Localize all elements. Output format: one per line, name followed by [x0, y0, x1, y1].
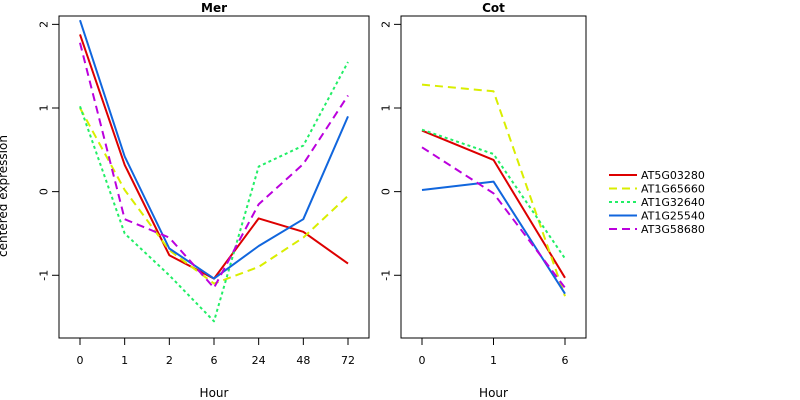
- y-tick-label: 1: [38, 105, 51, 112]
- x-tick-label: 6: [562, 354, 569, 367]
- panel-title: Cot: [482, 1, 505, 15]
- series-line-at1g25540: [79, 19, 349, 280]
- series-line-at3g58680: [79, 42, 349, 289]
- series-line-at3g58680: [421, 146, 566, 289]
- y-axis-title: centered expression: [0, 135, 10, 257]
- x-axis-title: Hour: [479, 386, 508, 400]
- legend-label: AT3G58680: [641, 223, 705, 236]
- legend-label: AT1G25540: [641, 210, 705, 223]
- y-tick-label: -1: [380, 270, 393, 281]
- series-line-at1g32640: [79, 61, 349, 323]
- series-line-at1g65660: [421, 83, 566, 297]
- legend-label: AT1G65660: [641, 183, 705, 196]
- y-tick-label: 0: [380, 188, 393, 195]
- x-tick-label: 2: [166, 354, 173, 367]
- x-tick-label: 6: [211, 354, 218, 367]
- series-line-at5g03280: [421, 129, 566, 279]
- x-tick-label: 72: [341, 354, 355, 367]
- legend: AT5G03280AT1G65660AT1G32640AT1G25540AT3G…: [609, 169, 705, 236]
- plot-frame: [400, 15, 587, 339]
- x-tick-label: 1: [121, 354, 128, 367]
- x-tick-label: 0: [77, 354, 84, 367]
- y-tick-label: 1: [380, 105, 393, 112]
- legend-label: AT5G03280: [641, 169, 705, 182]
- x-tick-label: 24: [252, 354, 266, 367]
- y-tick-label: 2: [38, 21, 51, 28]
- y-tick-label: 0: [38, 188, 51, 195]
- panel-title: Mer: [201, 1, 227, 15]
- series-line-at1g32640: [421, 128, 566, 260]
- x-tick-label: 0: [419, 354, 426, 367]
- x-axis-title: Hour: [200, 386, 229, 400]
- series-line-at1g25540: [421, 180, 566, 295]
- panel-mer: Mer -1 0 1 2 0 1 2 6 24 48 72 Hour: [38, 1, 370, 400]
- x-tick-label: 48: [296, 354, 310, 367]
- legend-label: AT1G32640: [641, 196, 705, 209]
- panel-cot: Cot -1 0 1 2 0 1 6 Hour: [380, 1, 587, 400]
- series-line-at1g65660: [79, 107, 349, 285]
- y-tick-label: 2: [380, 21, 393, 28]
- x-tick-label: 1: [490, 354, 497, 367]
- y-tick-label: -1: [38, 270, 51, 281]
